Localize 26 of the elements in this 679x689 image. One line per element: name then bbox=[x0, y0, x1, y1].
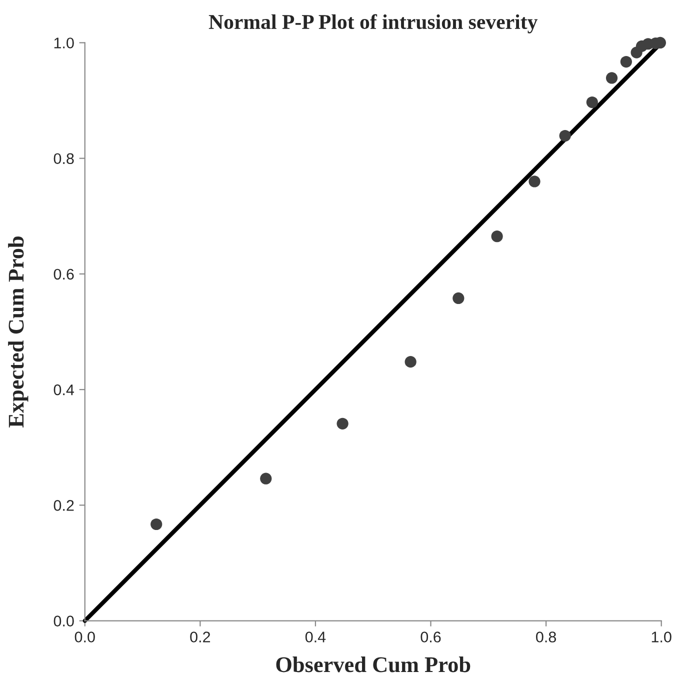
point bbox=[260, 472, 272, 484]
y-tick-label: 0.2 bbox=[54, 500, 74, 511]
point bbox=[404, 356, 416, 368]
point bbox=[336, 418, 348, 430]
point bbox=[586, 96, 598, 108]
y-axis-title: Expected Cum Prob bbox=[8, 236, 28, 428]
x-tick-label: 0.6 bbox=[420, 632, 441, 642]
y-tick-label: 0.6 bbox=[54, 268, 74, 280]
point bbox=[528, 176, 540, 188]
y-tick-label: 1.0 bbox=[54, 38, 74, 48]
y-tick-label: 0.0 bbox=[54, 616, 74, 626]
y-tick-label: 0.4 bbox=[54, 384, 74, 396]
point bbox=[150, 518, 162, 530]
x-tick-label: 1.0 bbox=[652, 632, 672, 642]
chart-title: Normal P-P Plot of intrusion severity bbox=[208, 14, 538, 34]
x-tick-label: 0.2 bbox=[190, 632, 210, 642]
x-tick-label: 0.8 bbox=[536, 632, 556, 642]
x-tick-label: 0.0 bbox=[74, 632, 95, 642]
y-tick-label: 0.8 bbox=[54, 153, 74, 164]
point bbox=[620, 56, 632, 68]
point bbox=[452, 292, 464, 304]
point bbox=[606, 72, 618, 84]
point bbox=[491, 230, 503, 242]
point bbox=[559, 130, 571, 142]
x-axis-title: Observed Cum Prob bbox=[276, 656, 470, 672]
x-tick-label: 0.4 bbox=[305, 632, 326, 642]
